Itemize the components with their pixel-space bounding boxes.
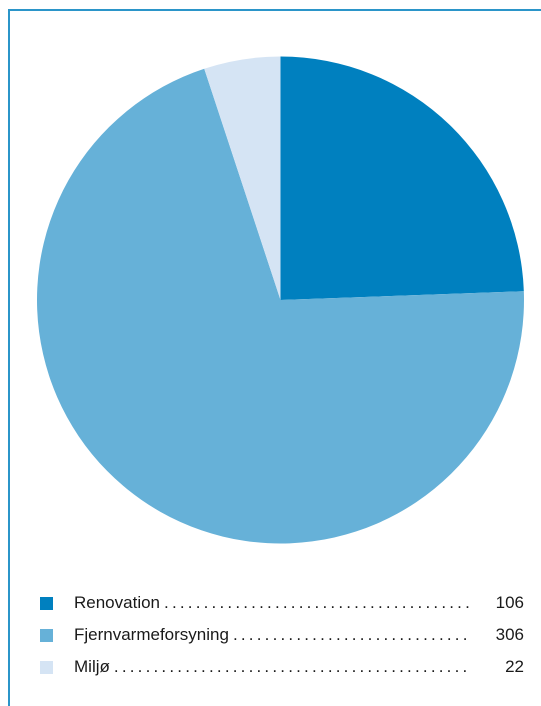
pie-slice-fjernvarmeforsyning bbox=[37, 68, 524, 544]
legend-value: 22 bbox=[505, 657, 524, 676]
legend-swatch bbox=[40, 628, 53, 642]
pie-chart bbox=[37, 56, 524, 544]
legend-label: Miljø bbox=[74, 657, 110, 676]
pie-slice-milj- bbox=[204, 56, 281, 300]
legend-item-renovation: Renovation 106 bbox=[40, 587, 524, 619]
legend-swatch bbox=[40, 660, 53, 674]
legend-item-miljo: Miljø 22 bbox=[40, 651, 524, 683]
pie-slice-renovation bbox=[280, 56, 524, 300]
leader-dots bbox=[233, 625, 470, 645]
legend-value: 106 bbox=[495, 593, 524, 612]
legend-swatch bbox=[40, 596, 53, 610]
leader-dots bbox=[114, 657, 470, 677]
legend-label: Renovation bbox=[74, 593, 161, 612]
legend-value: 306 bbox=[495, 625, 524, 644]
leader-dots bbox=[164, 593, 470, 613]
legend: Renovation 106 Fjernvarmeforsyning 306 M… bbox=[40, 587, 524, 683]
legend-label: Fjernvarmeforsyning bbox=[74, 625, 229, 644]
frame-left-border bbox=[8, 9, 10, 706]
legend-item-fjernvarmeforsyning: Fjernvarmeforsyning 306 bbox=[40, 619, 524, 651]
frame-top-border bbox=[8, 9, 541, 11]
